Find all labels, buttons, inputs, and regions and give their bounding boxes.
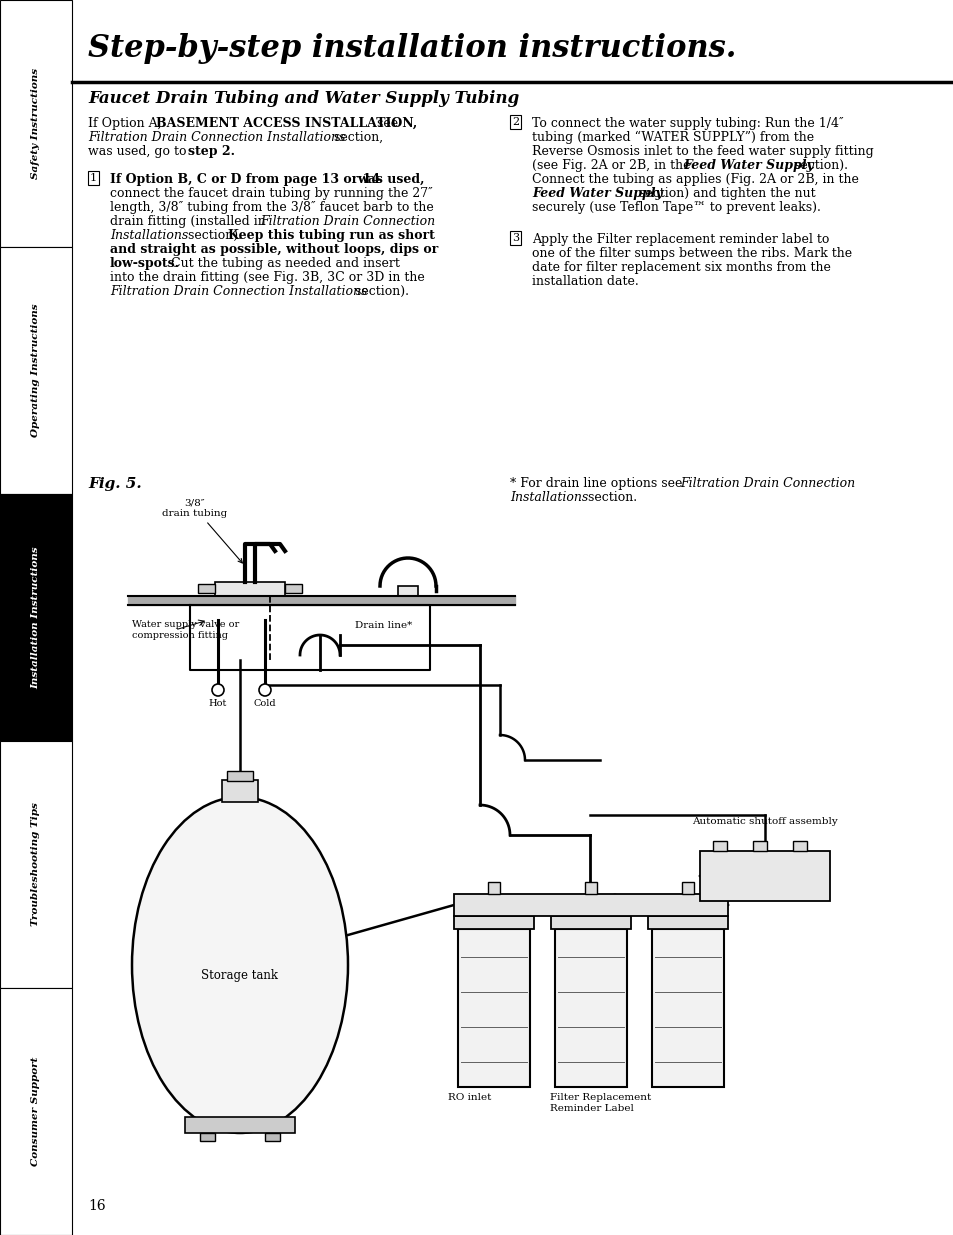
- Text: low-spots.: low-spots.: [110, 257, 180, 270]
- Text: Hot: Hot: [209, 699, 227, 708]
- Text: securely (use Teflon Tape™ to prevent leaks).: securely (use Teflon Tape™ to prevent le…: [532, 201, 820, 214]
- Text: Reverse Osmosis inlet to the feed water supply fitting: Reverse Osmosis inlet to the feed water …: [532, 144, 873, 158]
- Text: length, 3/8″ tubing from the 3/8″ faucet barb to the: length, 3/8″ tubing from the 3/8″ faucet…: [110, 201, 434, 214]
- Ellipse shape: [132, 797, 348, 1132]
- Text: was used, go to: was used, go to: [88, 144, 191, 158]
- Text: Water supply valve or
compression fitting: Water supply valve or compression fittin…: [132, 620, 239, 640]
- Text: section.: section.: [583, 492, 637, 504]
- Text: section,: section,: [330, 131, 383, 144]
- Text: connect the faucet drain tubing by running the 27″: connect the faucet drain tubing by runni…: [110, 186, 433, 200]
- Text: 16: 16: [88, 1199, 106, 1213]
- Text: into the drain fitting (see Fig. 3B, 3C or 3D in the: into the drain fitting (see Fig. 3B, 3C …: [110, 270, 424, 284]
- Text: step 2.: step 2.: [188, 144, 234, 158]
- Bar: [200, 1132, 214, 1141]
- Text: (see Fig. 2A or 2B, in the: (see Fig. 2A or 2B, in the: [532, 159, 694, 172]
- Text: Consumer Support: Consumer Support: [31, 1057, 40, 1166]
- Text: tubing (marked “WATER SUPPLY”) from the: tubing (marked “WATER SUPPLY”) from the: [532, 131, 813, 144]
- Text: Step-by-step installation instructions.: Step-by-step installation instructions.: [88, 33, 736, 64]
- Text: 2: 2: [512, 117, 518, 127]
- Circle shape: [212, 684, 224, 697]
- Text: Cut the tubing as needed and insert: Cut the tubing as needed and insert: [167, 257, 399, 270]
- Bar: [457, 929, 530, 1087]
- Bar: [647, 916, 727, 929]
- Text: Filtration Drain Connection Installations: Filtration Drain Connection Installation…: [110, 285, 367, 298]
- Text: RO inlet: RO inlet: [448, 1093, 491, 1102]
- Text: Installations: Installations: [510, 492, 588, 504]
- Text: Filtration Drain Connection: Filtration Drain Connection: [679, 477, 854, 490]
- Bar: [752, 841, 766, 851]
- Text: Apply the Filter replacement reminder label to: Apply the Filter replacement reminder la…: [532, 233, 828, 246]
- Bar: [285, 584, 302, 593]
- Text: 3/8″
drain tubing: 3/8″ drain tubing: [162, 499, 242, 563]
- Text: section).: section).: [351, 285, 409, 298]
- Text: and straight as possible, without loops, dips or: and straight as possible, without loops,…: [110, 243, 437, 256]
- Bar: [0, 988, 71, 1235]
- Text: date for filter replacement six months from the: date for filter replacement six months f…: [532, 261, 830, 274]
- Text: section) and tighten the nut: section) and tighten the nut: [635, 186, 815, 200]
- Text: section).: section).: [789, 159, 847, 172]
- Bar: [584, 882, 597, 894]
- Text: Feed Water Supply: Feed Water Supply: [532, 186, 662, 200]
- Text: Filtration Drain Connection Installations: Filtration Drain Connection Installation…: [88, 131, 345, 144]
- Text: drain fitting (installed in: drain fitting (installed in: [110, 215, 270, 228]
- Bar: [488, 882, 499, 894]
- Bar: [700, 851, 829, 902]
- Text: was used,: was used,: [356, 173, 424, 186]
- Bar: [551, 916, 630, 929]
- Bar: [397, 585, 417, 597]
- Text: If Option B, C or D from page 13 or 14: If Option B, C or D from page 13 or 14: [110, 173, 384, 186]
- Bar: [0, 0, 71, 247]
- Text: Faucet Drain Tubing and Water Supply Tubing: Faucet Drain Tubing and Water Supply Tub…: [88, 90, 518, 107]
- Text: To connect the water supply tubing: Run the 1/4″: To connect the water supply tubing: Run …: [532, 117, 842, 130]
- Text: Automatic shutoff assembly: Automatic shutoff assembly: [691, 818, 837, 826]
- Bar: [454, 916, 534, 929]
- Text: If Option A,: If Option A,: [88, 117, 165, 130]
- Bar: [555, 929, 626, 1087]
- Bar: [222, 781, 257, 802]
- Bar: [185, 1116, 294, 1132]
- Text: Troubleshooting Tips: Troubleshooting Tips: [31, 803, 40, 926]
- Text: BASEMENT ACCESS INSTALLATION,: BASEMENT ACCESS INSTALLATION,: [156, 117, 416, 130]
- Text: Drain line*: Drain line*: [355, 620, 412, 630]
- Text: Filter Replacement
Reminder Label: Filter Replacement Reminder Label: [550, 1093, 651, 1113]
- Text: section).: section).: [184, 228, 246, 242]
- Text: Cold: Cold: [253, 699, 276, 708]
- Text: 3: 3: [512, 233, 518, 243]
- Bar: [0, 494, 71, 741]
- Text: Filtration Drain Connection: Filtration Drain Connection: [260, 215, 435, 228]
- Bar: [198, 584, 214, 593]
- Text: 1: 1: [90, 173, 97, 183]
- Text: one of the filter sumps between the ribs. Mark the: one of the filter sumps between the ribs…: [532, 247, 851, 261]
- Text: Feed Water Supply: Feed Water Supply: [682, 159, 813, 172]
- Text: Operating Instructions: Operating Instructions: [31, 304, 40, 437]
- Bar: [214, 582, 285, 597]
- Text: * For drain line options see: * For drain line options see: [510, 477, 685, 490]
- Bar: [681, 882, 693, 894]
- Bar: [227, 771, 253, 781]
- Bar: [265, 1132, 280, 1141]
- Bar: [792, 841, 806, 851]
- Bar: [651, 929, 723, 1087]
- Text: Keep this tubing run as short: Keep this tubing run as short: [228, 228, 435, 242]
- Circle shape: [258, 684, 271, 697]
- Text: see: see: [373, 117, 397, 130]
- Text: Storage tank: Storage tank: [201, 968, 278, 982]
- Text: Connect the tubing as applies (Fig. 2A or 2B, in the: Connect the tubing as applies (Fig. 2A o…: [532, 173, 858, 186]
- Text: Safety Instructions: Safety Instructions: [31, 68, 40, 179]
- Bar: [0, 247, 71, 494]
- Bar: [0, 741, 71, 988]
- Text: Installations: Installations: [110, 228, 188, 242]
- Bar: [712, 841, 726, 851]
- Text: Fig. 5.: Fig. 5.: [88, 477, 141, 492]
- Text: installation date.: installation date.: [532, 275, 639, 288]
- Bar: [454, 894, 727, 916]
- Text: Installation Instructions: Installation Instructions: [31, 546, 40, 689]
